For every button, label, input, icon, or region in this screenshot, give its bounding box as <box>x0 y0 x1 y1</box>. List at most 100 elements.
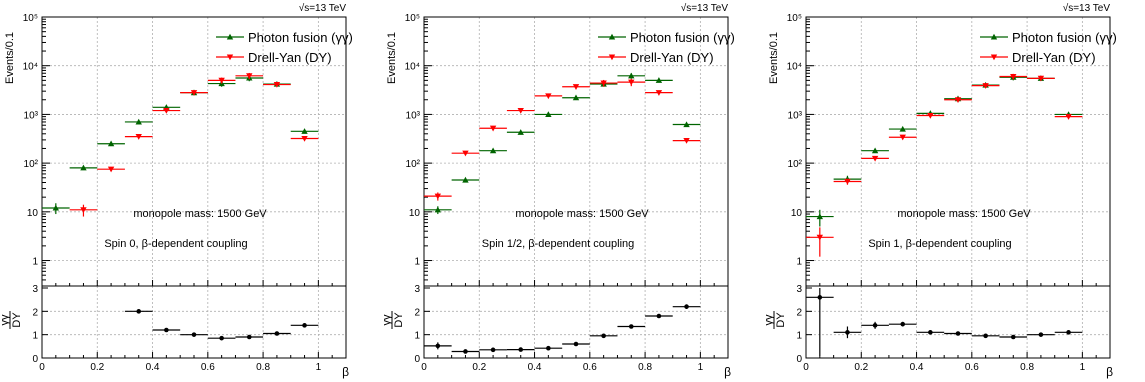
ratio-marker <box>302 323 307 328</box>
data-point <box>562 84 590 90</box>
ratio-y-title-numerator: γγ <box>382 314 393 326</box>
data-point <box>124 134 153 140</box>
data-point <box>506 129 535 135</box>
ratio-point <box>235 334 264 340</box>
ratio-marker <box>191 332 197 337</box>
ratio-marker <box>955 331 961 336</box>
data-marker <box>462 150 469 157</box>
ratio-y-tick-label: 2 <box>32 307 38 318</box>
ratio-point <box>645 313 673 319</box>
ratio-frame <box>41 285 347 359</box>
legend-marker <box>608 33 616 40</box>
ratio-marker <box>573 341 579 347</box>
data-point <box>235 72 264 80</box>
y-tick-label: 10⁴ <box>405 62 420 73</box>
data-point <box>479 125 507 132</box>
data-point <box>806 209 834 227</box>
data-marker <box>301 128 308 134</box>
y-tick-label: 10⁴ <box>787 62 802 73</box>
data-marker <box>135 134 142 140</box>
y-tick-label: 10⁵ <box>405 13 420 24</box>
main-y-ticks <box>806 18 814 287</box>
ratio-point <box>124 309 153 314</box>
data-point <box>806 227 834 257</box>
data-point <box>672 138 701 144</box>
panel-spin-1: √s=13 TeV 1 10 10² 10³ 10⁴ 10⁵ 0 0.2 0.4 0.6 0.8 1 0 1… <box>764 0 1145 382</box>
data-marker <box>683 121 690 128</box>
data-marker <box>52 204 60 211</box>
legend-label: Photon fusion (γγ) <box>248 30 353 45</box>
data-point <box>645 77 673 83</box>
data-point <box>1027 75 1055 82</box>
legend: Photon fusion (γγ) Drell-Yan (DY) <box>598 30 735 65</box>
data-marker <box>816 234 824 241</box>
data-marker <box>80 207 87 214</box>
data-marker <box>462 176 469 183</box>
x-tick-label: 0.6 <box>201 362 215 373</box>
data-point <box>152 107 181 114</box>
y-tick-label: 10 <box>409 208 421 219</box>
ratio-y-tick-label: 2 <box>414 307 420 318</box>
annotation-spin: Spin 1, β-dependent coupling <box>868 238 1011 250</box>
x-tick-label: 1 <box>316 362 322 373</box>
ratio-point <box>562 341 590 347</box>
y-axis-title: Events/0.1 <box>386 32 398 84</box>
data-marker <box>572 94 580 101</box>
legend: Photon fusion (γγ) Drell-Yan (DY) <box>980 30 1117 65</box>
data-marker <box>489 147 497 154</box>
legend-marker <box>608 54 616 61</box>
data-point <box>562 94 590 101</box>
y-tick-label: 10⁴ <box>23 62 38 73</box>
data-marker <box>273 82 281 88</box>
ratio-frame <box>805 285 1111 359</box>
data-marker <box>301 135 308 142</box>
x-tick-label: 0.8 <box>1020 362 1034 373</box>
ratio-y-tick-label: 0 <box>32 354 38 365</box>
ratio-y-axis-title: γγ DY <box>382 311 405 329</box>
ratio-marker <box>274 331 280 336</box>
ratio-y-ticks <box>424 287 430 359</box>
legend-label: Drell-Yan (DY) <box>630 50 714 65</box>
ratio-marker <box>164 327 169 333</box>
ratio-y-ticks <box>806 287 812 359</box>
data-point <box>207 77 236 84</box>
ratio-y-tick-label: 0 <box>414 354 420 365</box>
legend-marker <box>990 54 998 61</box>
data-marker <box>844 178 851 185</box>
ratio-marker <box>928 330 933 335</box>
data-point <box>479 147 507 154</box>
x-tick-label: 1 <box>1080 362 1086 373</box>
data-point <box>888 134 917 141</box>
x-tick-label: 0.8 <box>256 362 270 373</box>
y-tick-label: 10 <box>791 208 803 219</box>
ratio-y-tick-label: 2 <box>796 307 802 318</box>
y-tick-label: 1 <box>414 257 420 268</box>
legend: Photon fusion (γγ) Drell-Yan (DY) <box>216 30 353 65</box>
ratio-y-ticks <box>42 287 48 359</box>
x-tick-label: 1 <box>698 362 704 373</box>
legend-entry: Photon fusion (γγ) <box>980 30 1117 45</box>
x-tick-label: 0.8 <box>638 362 652 373</box>
data-point <box>617 72 646 79</box>
x-tick-label: 0.4 <box>528 362 542 373</box>
y-tick-label: 1 <box>32 257 38 268</box>
ratio-y-tick-label: 1 <box>796 331 802 342</box>
ratio-point <box>290 323 319 328</box>
y-tick-label: 10⁵ <box>787 13 802 24</box>
data-marker <box>434 206 442 213</box>
data-marker <box>107 140 115 147</box>
data-point <box>672 121 701 128</box>
data-marker <box>628 79 635 86</box>
legend-entry: Drell-Yan (DY) <box>216 50 332 65</box>
ratio-point <box>180 332 208 337</box>
x-tick-label: 0 <box>803 362 809 373</box>
ratio-marker <box>136 309 142 314</box>
data-marker <box>1010 73 1017 80</box>
ratio-point <box>617 324 646 329</box>
series-drell-yan <box>424 78 701 201</box>
data-marker <box>517 107 524 114</box>
x-axis-title: β <box>342 365 349 379</box>
ratio-y-title-numerator: γγ <box>0 314 11 326</box>
legend-entry: Photon fusion (γγ) <box>598 30 735 45</box>
